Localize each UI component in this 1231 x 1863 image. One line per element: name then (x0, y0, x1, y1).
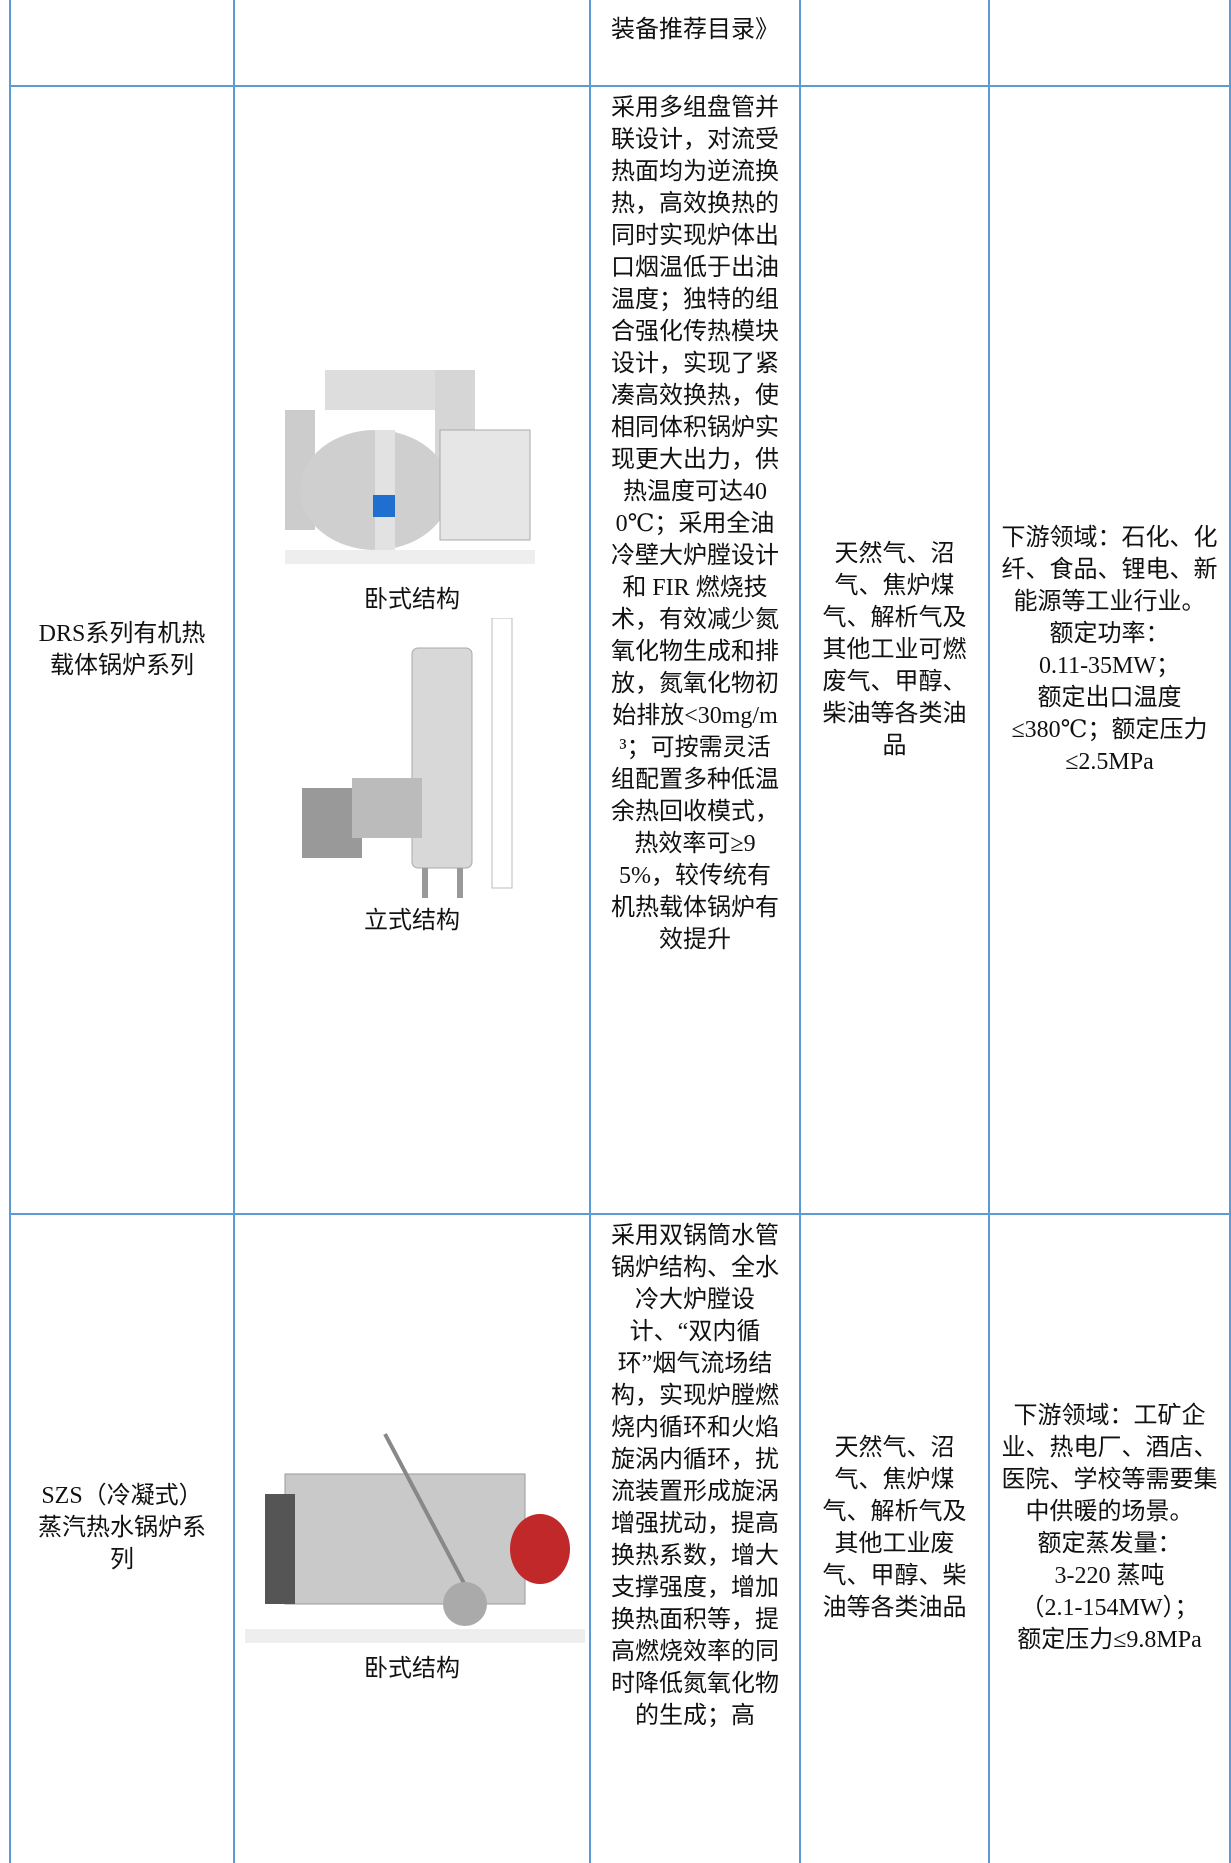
boiler-image (245, 1433, 585, 1643)
application-line: （2.1-154MW）； (1020, 1595, 1199, 1621)
fuel: 天然气、沼气、焦炉煤气、解析气及其他工业废气、甲醇、柴油等各类油品 (822, 1435, 967, 1621)
application-line: 额定功率： (1049, 621, 1170, 647)
border (10, 1213, 1231, 1215)
application-line: 下游领域：石化、化纤、食品、锂电、新能源等工业行业。 (1001, 525, 1218, 615)
application-line: 额定压力≤9.8MPa (1017, 1627, 1202, 1653)
border (233, 0, 235, 1863)
image-caption: 立式结构 (364, 908, 460, 934)
border (799, 0, 801, 1863)
border (988, 0, 990, 1863)
border (1229, 0, 1231, 1863)
product-name: SZS（冷凝式）蒸汽热水锅炉系列 (38, 1483, 206, 1573)
image-caption: 卧式结构 (364, 587, 460, 613)
application-line: 额定蒸发量： (1037, 1531, 1182, 1557)
application-line: 额定出口温度≤380℃；额定压力≤2.5MPa (1011, 685, 1208, 775)
boiler-image (302, 618, 513, 898)
border (589, 0, 591, 1863)
fuel: 天然气、沼气、焦炉煤气、解析气及其他工业可燃废气、甲醇、柴油等各类油品 (822, 541, 967, 759)
description: 采用双锅筒水管锅炉结构、全水冷大炉膛设计、“双内循环”烟气流场结构，实现炉膛燃烧… (611, 1223, 779, 1729)
application: 下游领域：工矿企业、热电厂、酒店、医院、学校等需要集中供暖的场景。 额定蒸发量：… (990, 1215, 1229, 1841)
application-line: 3-220 蒸吨 (1054, 1563, 1165, 1589)
border (9, 0, 11, 1863)
border (10, 85, 1231, 87)
image-caption: 卧式结构 (364, 1656, 460, 1682)
application-line: 下游领域：工矿企业、热电厂、酒店、医院、学校等需要集中供暖的场景。 (1001, 1403, 1218, 1525)
application: 下游领域：石化、化纤、食品、锂电、新能源等工业行业。 额定功率： 0.11-35… (990, 87, 1229, 1213)
description: 采用多组盘管并联设计，对流受热面均为逆流换热，高效换热的同时实现炉体出口烟温低于… (611, 95, 779, 953)
boiler-image (285, 370, 535, 564)
application-line: 0.11-35MW； (1038, 653, 1181, 679)
description: 装备推荐目录》 (611, 17, 779, 43)
product-name: DRS系列有机热载体锅炉系列 (38, 621, 206, 679)
